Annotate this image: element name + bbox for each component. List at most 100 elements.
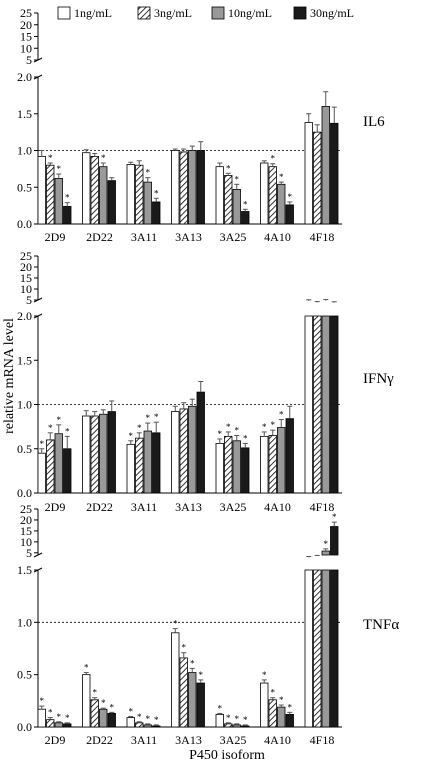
y-tick-label: 20 (20, 513, 32, 527)
significance-star: * (48, 708, 53, 718)
bar (330, 315, 339, 494)
category-label: 4A10 (264, 733, 291, 747)
y-tick-label: 0.0 (17, 217, 32, 231)
bar (152, 432, 161, 494)
panel-title: IFNγ (363, 371, 394, 387)
significance-star: * (262, 670, 267, 680)
bar (82, 674, 91, 728)
bar (304, 315, 313, 494)
bar (330, 569, 339, 728)
significance-star: * (65, 713, 70, 723)
significance-star: * (137, 712, 142, 722)
significance-star: * (279, 695, 284, 705)
bar (46, 164, 55, 225)
significance-star: * (65, 426, 70, 436)
category-label: 2D9 (45, 733, 66, 747)
y-tick-label: 1.0 (17, 398, 32, 412)
category-label: 3A13 (175, 500, 202, 514)
bar (107, 712, 116, 728)
bar (196, 150, 205, 225)
y-tick-label: 1.5 (17, 353, 32, 367)
bar (232, 189, 241, 225)
category-label: 2D22 (86, 733, 113, 747)
significance-star: * (110, 702, 115, 712)
bar (260, 682, 269, 728)
significance-star: * (57, 164, 62, 174)
bar (188, 672, 197, 728)
bar (232, 724, 241, 728)
bar (321, 550, 330, 556)
y-tick-label: 25 (20, 6, 32, 20)
y-tick-label: 1.5 (17, 563, 32, 577)
significance-star: * (154, 188, 159, 198)
significance-star: * (332, 512, 337, 522)
y-tick-label: 15 (20, 524, 32, 538)
bar (179, 151, 188, 225)
bar (268, 166, 277, 225)
bar (143, 181, 152, 225)
bar (107, 180, 116, 225)
bar (260, 162, 269, 225)
bar (215, 166, 224, 225)
significance-star: * (101, 153, 106, 163)
significance-star: * (271, 688, 276, 698)
bar (215, 443, 224, 494)
significance-star: * (226, 422, 231, 432)
y-tick-label: 1.5 (17, 107, 32, 121)
bar (135, 164, 144, 225)
significance-star: * (48, 423, 53, 433)
bar (99, 166, 108, 225)
bar (196, 391, 205, 494)
significance-star: * (40, 696, 45, 706)
bar (171, 411, 180, 494)
bar (313, 569, 322, 728)
y-tick-label: 0.5 (17, 180, 32, 194)
bar (126, 443, 135, 494)
significance-star: * (262, 422, 267, 432)
significance-star: * (288, 702, 293, 712)
legend-swatch (211, 6, 225, 20)
bar (241, 211, 250, 225)
significance-star: * (93, 688, 98, 698)
significance-star: * (65, 193, 70, 203)
bar (126, 164, 135, 225)
y-tick-label: 1.0 (17, 615, 32, 629)
significance-star: * (173, 619, 178, 629)
bar (171, 632, 180, 728)
significance-star: * (324, 539, 329, 549)
y-tick-label: 15 (20, 30, 32, 44)
bar (90, 415, 99, 494)
bar (196, 682, 205, 728)
y-tick-label: 15 (20, 271, 32, 285)
bar (54, 433, 63, 494)
category-label: 3A13 (175, 230, 202, 244)
category-label: 3A11 (131, 230, 157, 244)
category-label: 2D9 (45, 230, 66, 244)
y-tick-label: 0.5 (17, 442, 32, 456)
bar (277, 183, 286, 225)
category-label: 4F18 (310, 733, 335, 747)
bar (224, 435, 233, 494)
significance-star: * (218, 703, 223, 713)
bar (313, 315, 322, 494)
significance-star: * (154, 412, 159, 422)
bar (152, 725, 161, 728)
bar (99, 708, 108, 728)
significance-star: * (271, 420, 276, 430)
category-label: 3A11 (131, 500, 157, 514)
legend-label: 10ng/mL (228, 6, 272, 20)
significance-star: * (235, 714, 240, 724)
bar (63, 448, 72, 494)
axis-break-mark (33, 552, 43, 558)
category-label: 3A25 (220, 500, 247, 514)
bar (135, 722, 144, 728)
bar (330, 122, 339, 225)
bar (126, 717, 135, 728)
bar (285, 204, 294, 225)
significance-star: * (235, 425, 240, 435)
bar (37, 155, 46, 225)
bar (224, 723, 233, 728)
bar (90, 699, 99, 728)
